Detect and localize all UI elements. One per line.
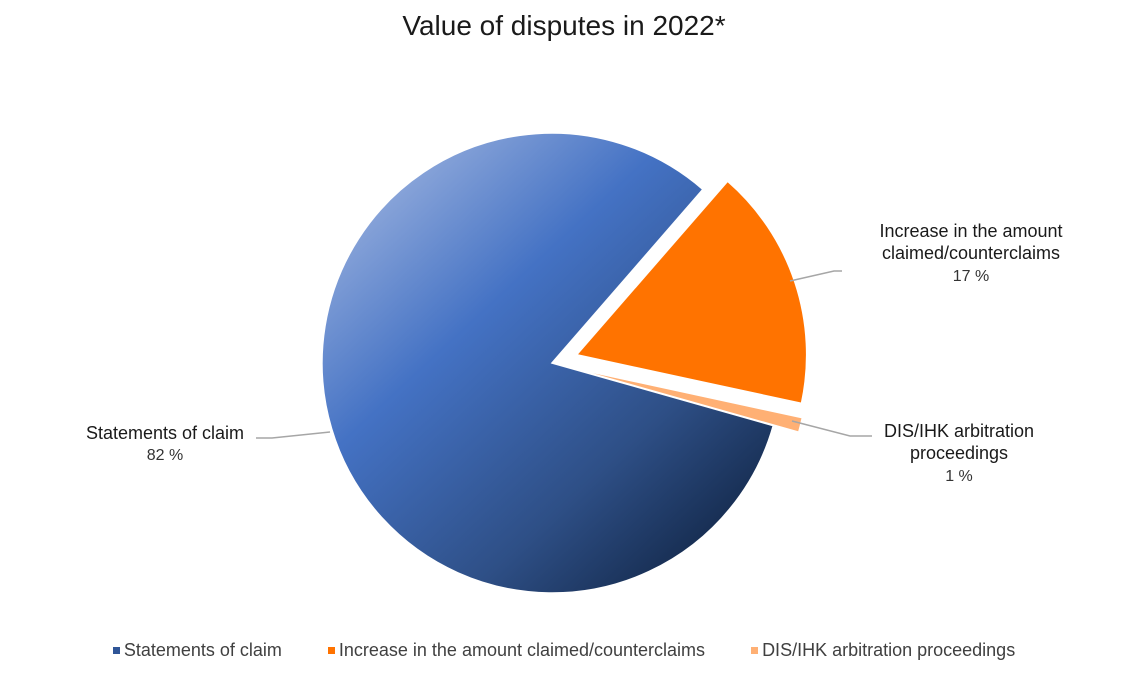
- legend-swatch-statements-of-claim: [112, 647, 120, 654]
- pie-slice-increase-amount-claimed: [575, 180, 808, 405]
- data-label-increase-line-2: claimed/counterclaims: [882, 243, 1060, 263]
- legend-label: Increase in the amount claimed/countercl…: [338, 640, 706, 660]
- legend-item-statements-of-claim: Statements of claim: [112, 640, 282, 661]
- leader-line-statements-of-claim: [256, 431, 331, 439]
- chart-title: Value of disputes in 2022*: [402, 10, 726, 41]
- data-label-dis-ihk-line-2: proceedings: [910, 443, 1008, 463]
- data-label-dis-ihk-line-1: DIS/IHK arbitration: [884, 421, 1034, 441]
- data-value-dis-ihk: 1 %: [945, 468, 973, 485]
- legend-item-dis-ihk-arbitration: DIS/IHK arbitration proceedings: [751, 640, 1015, 661]
- legend-swatch-increase-amount-claimed: [327, 647, 335, 654]
- pie-slice-dis-ihk-arbitration: [577, 368, 803, 433]
- leader-line-dis-ihk-arbitration: [791, 420, 872, 437]
- legend-label: DIS/IHK arbitration proceedings: [762, 640, 1016, 660]
- pie-slice-statements-of-claim: [321, 132, 775, 594]
- data-value-increase: 17 %: [953, 268, 989, 285]
- legend-label: Statements of claim: [123, 640, 282, 660]
- data-label-increase-line-1: Increase in the amount: [879, 221, 1062, 241]
- leader-line-increase-amount-claimed: [789, 270, 842, 282]
- data-value-statements-of-claim: 82 %: [147, 447, 183, 464]
- chart-legend: Statements of claim Increase in the amou…: [0, 640, 1128, 661]
- data-label-statements-of-claim: Statements of claim: [86, 423, 244, 443]
- legend-swatch-dis-ihk-arbitration: [751, 647, 759, 654]
- legend-item-increase-amount-claimed: Increase in the amount claimed/countercl…: [327, 640, 706, 661]
